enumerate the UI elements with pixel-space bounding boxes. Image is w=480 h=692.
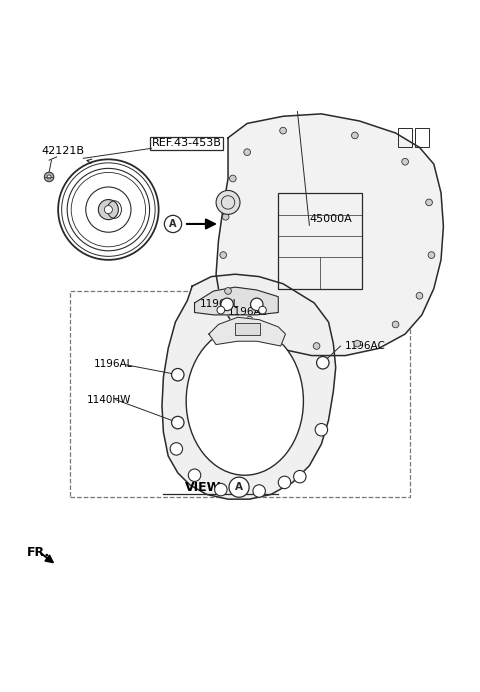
Circle shape: [392, 321, 399, 328]
Circle shape: [315, 424, 327, 436]
Polygon shape: [162, 274, 336, 499]
Circle shape: [402, 158, 408, 165]
Circle shape: [170, 443, 182, 455]
Text: FR.: FR.: [27, 546, 50, 559]
Circle shape: [351, 132, 358, 139]
Circle shape: [229, 477, 249, 498]
Text: 1140HW: 1140HW: [87, 394, 131, 405]
Circle shape: [171, 417, 184, 429]
Circle shape: [246, 316, 253, 323]
Polygon shape: [216, 114, 444, 356]
Text: 42121B: 42121B: [41, 146, 84, 156]
Circle shape: [275, 333, 282, 340]
Circle shape: [294, 471, 306, 483]
Ellipse shape: [186, 327, 303, 475]
Circle shape: [44, 172, 54, 182]
Circle shape: [251, 298, 263, 311]
Bar: [398, 128, 412, 147]
Text: 1196AL: 1196AL: [199, 300, 239, 309]
Circle shape: [215, 483, 227, 495]
Circle shape: [188, 469, 201, 482]
Circle shape: [216, 190, 240, 215]
Circle shape: [313, 343, 320, 349]
Text: REF.43-453B: REF.43-453B: [152, 138, 221, 148]
Circle shape: [171, 369, 184, 381]
Circle shape: [220, 252, 227, 258]
Circle shape: [47, 175, 51, 179]
Polygon shape: [209, 318, 286, 346]
Bar: [415, 128, 429, 147]
Circle shape: [164, 215, 181, 233]
Circle shape: [278, 476, 291, 489]
Circle shape: [317, 356, 329, 369]
Circle shape: [244, 149, 251, 156]
Circle shape: [428, 252, 435, 258]
Circle shape: [229, 175, 236, 182]
Circle shape: [104, 206, 112, 214]
Text: A: A: [169, 219, 177, 229]
Bar: [235, 323, 260, 335]
Text: 45000A: 45000A: [310, 214, 352, 224]
Circle shape: [354, 340, 360, 347]
Polygon shape: [194, 287, 278, 315]
Circle shape: [280, 127, 287, 134]
Circle shape: [221, 298, 233, 311]
Circle shape: [259, 307, 266, 314]
Text: A: A: [235, 482, 243, 492]
Circle shape: [416, 293, 423, 299]
Circle shape: [217, 307, 225, 314]
Bar: [70, 291, 410, 497]
Circle shape: [225, 288, 231, 294]
Bar: [278, 193, 362, 289]
Text: 1196AL: 1196AL: [94, 359, 133, 370]
Circle shape: [222, 213, 229, 220]
Circle shape: [98, 199, 119, 219]
Circle shape: [253, 485, 265, 498]
Text: VIEW: VIEW: [184, 481, 221, 493]
Text: 1196AL: 1196AL: [228, 307, 267, 316]
Circle shape: [426, 199, 432, 206]
Text: 1196AC: 1196AC: [345, 341, 386, 351]
